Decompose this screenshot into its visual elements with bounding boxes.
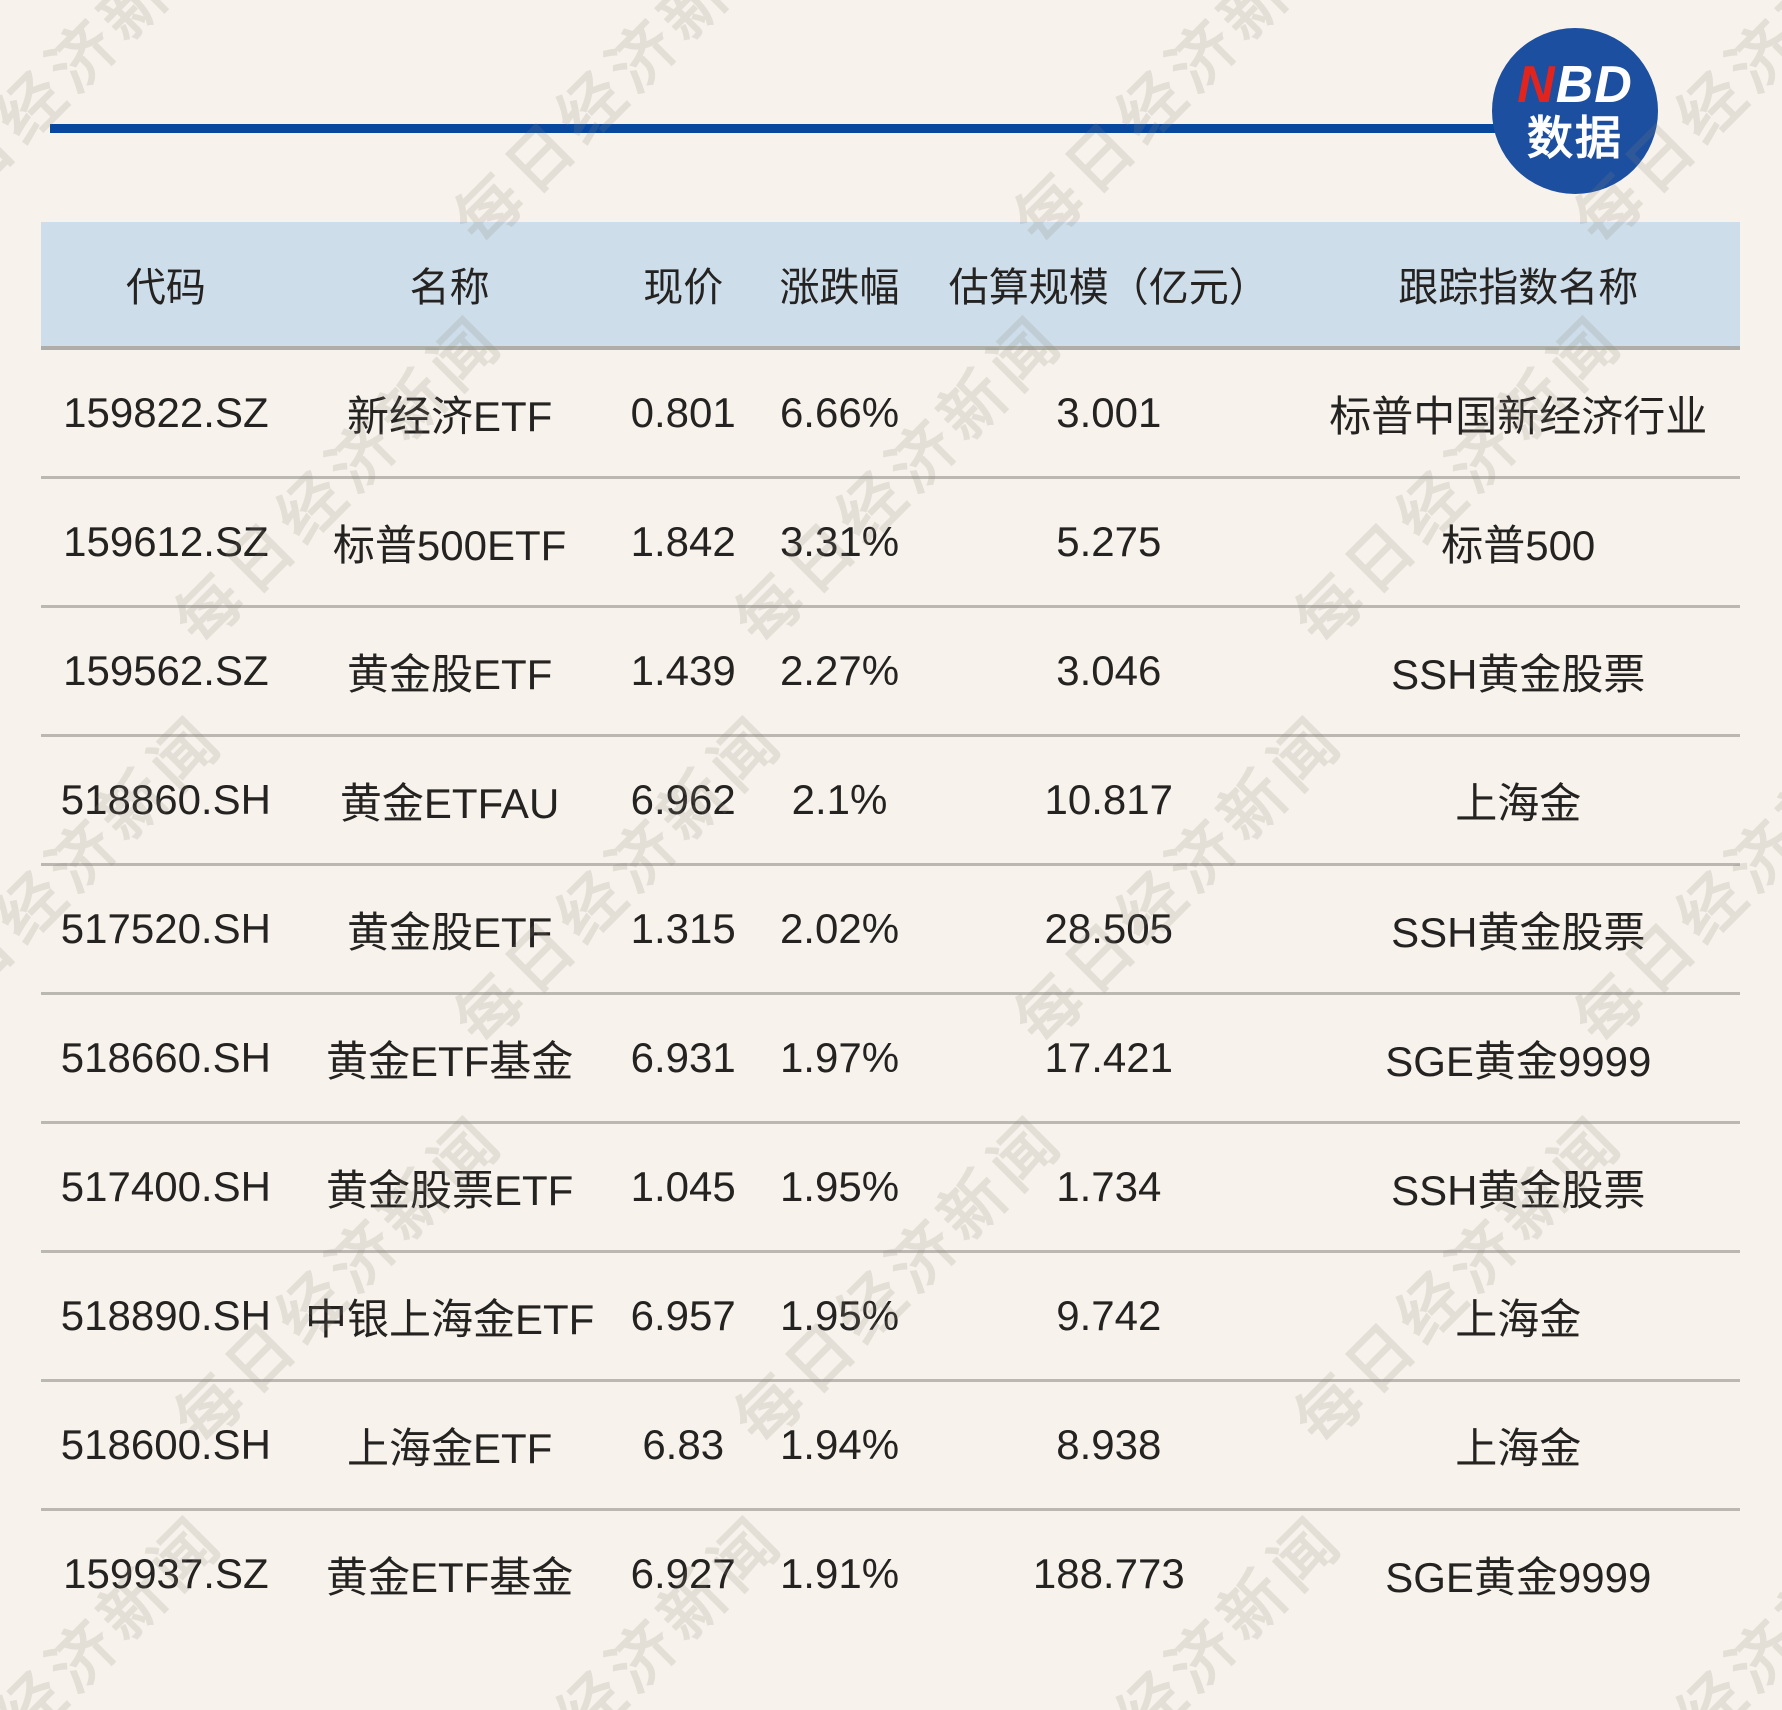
- cell-price: 0.801: [608, 348, 758, 479]
- cell-name: 新经济ETF: [290, 348, 609, 479]
- cell-code: 518660.SH: [41, 993, 291, 1124]
- cell-scale: 28.505: [921, 864, 1297, 995]
- cell-price: 1.439: [608, 606, 758, 737]
- cell-price: 1.045: [608, 1122, 758, 1253]
- cell-code: 517400.SH: [41, 1122, 291, 1253]
- cell-index: 上海金: [1296, 1251, 1740, 1382]
- cell-change: 2.1%: [757, 735, 922, 866]
- cell-name: 黄金ETF基金: [325, 1553, 574, 1601]
- cell-code: 159937.SZ: [63, 1550, 269, 1597]
- cell-price: 1.315: [608, 864, 758, 995]
- cell-name: 黄金ETF基金: [290, 993, 609, 1124]
- table-body: 159822.SZ 新经济ETF 0.801 6.66% 3.001 标普中国新…: [41, 348, 1740, 1637]
- cell-code: 159562.SZ: [41, 606, 291, 737]
- table-row: 518660.SH 黄金ETF基金 6.931 1.97% 17.421 SGE…: [41, 993, 1740, 1124]
- cell-scale: 188.773: [1032, 1550, 1185, 1597]
- cell-change: 1.91%: [779, 1550, 900, 1597]
- cell-index: SSH黄金股票: [1296, 606, 1740, 737]
- table-header-row: 代码 名称 现价 涨跌幅 估算规模（亿元） 跟踪指数名称: [41, 222, 1740, 350]
- cell-name: 黄金股票ETF: [290, 1122, 609, 1253]
- cell-change: 6.66%: [757, 348, 922, 479]
- cell-code: 518860.SH: [41, 735, 291, 866]
- nbd-logo-subtext: 数据: [1527, 112, 1623, 164]
- cell-price: 6.927: [630, 1550, 736, 1597]
- nbd-logo: NBD 数据: [1492, 28, 1658, 194]
- cell-scale: 5.275: [921, 477, 1297, 608]
- table-row: 517400.SH 黄金股票ETF 1.045 1.95% 1.734 SSH黄…: [41, 1122, 1740, 1253]
- cell-change: 3.31%: [757, 477, 922, 608]
- cell-change: 1.94%: [757, 1380, 922, 1511]
- table-row: 159937.SZ 黄金ETF基金 6.927 1.91% 188.773 SG…: [41, 1510, 1740, 1638]
- table-row: 518890.SH 中银上海金ETF 6.957 1.95% 9.742 上海金: [41, 1251, 1740, 1382]
- nbd-logo-bd: BD: [1555, 56, 1633, 115]
- cell-change: 2.02%: [757, 864, 922, 995]
- cell-code: 159822.SZ: [41, 348, 291, 479]
- col-header-code: 代码: [41, 222, 291, 350]
- cell-index: 标普500: [1296, 477, 1740, 608]
- table-row: 159562.SZ 黄金股ETF 1.439 2.27% 3.046 SSH黄金…: [41, 606, 1740, 737]
- cell-scale: 17.421: [921, 993, 1297, 1124]
- cell-code: 517520.SH: [41, 864, 291, 995]
- nbd-logo-n: N: [1517, 56, 1556, 115]
- cell-code: 159612.SZ: [41, 477, 291, 608]
- col-header-name: 名称: [290, 222, 609, 350]
- nbd-logo-text: NBD: [1517, 58, 1633, 113]
- cell-change: 1.95%: [757, 1122, 922, 1253]
- cell-index: SSH黄金股票: [1296, 864, 1740, 995]
- cell-scale: 1.734: [921, 1122, 1297, 1253]
- cell-index: SGE黄金9999: [1296, 993, 1740, 1124]
- cell-scale: 9.742: [921, 1251, 1297, 1382]
- cell-change: 2.27%: [757, 606, 922, 737]
- cell-scale: 3.046: [921, 606, 1297, 737]
- cell-name: 中银上海金ETF: [290, 1251, 609, 1382]
- col-header-change: 涨跌幅: [757, 222, 922, 350]
- cell-name: 上海金ETF: [290, 1380, 609, 1511]
- table-row: 517520.SH 黄金股ETF 1.315 2.02% 28.505 SSH黄…: [41, 864, 1740, 995]
- cell-name: 黄金ETFAU: [290, 735, 609, 866]
- cell-index: SGE黄金9999: [1385, 1553, 1652, 1601]
- table-row: 159822.SZ 新经济ETF 0.801 6.66% 3.001 标普中国新…: [41, 348, 1740, 479]
- cell-price: 6.931: [608, 993, 758, 1124]
- table-row: 159612.SZ 标普500ETF 1.842 3.31% 5.275 标普5…: [41, 477, 1740, 608]
- etf-table: 代码 名称 现价 涨跌幅 估算规模（亿元） 跟踪指数名称 159822.SZ 新…: [41, 222, 1740, 1637]
- cell-change: 1.95%: [757, 1251, 922, 1382]
- cell-name: 黄金股ETF: [290, 864, 609, 995]
- cell-price: 6.957: [608, 1251, 758, 1382]
- cell-code: 518600.SH: [41, 1380, 291, 1511]
- table-row: 518600.SH 上海金ETF 6.83 1.94% 8.938 上海金: [41, 1380, 1740, 1511]
- table-row: 518860.SH 黄金ETFAU 6.962 2.1% 10.817 上海金: [41, 735, 1740, 866]
- col-header-index: 跟踪指数名称: [1296, 222, 1740, 350]
- cell-index: 标普中国新经济行业: [1296, 348, 1740, 479]
- cell-scale: 3.001: [921, 348, 1297, 479]
- cell-price: 6.83: [608, 1380, 758, 1511]
- cell-price: 6.962: [608, 735, 758, 866]
- cell-index: 上海金: [1296, 735, 1740, 866]
- top-divider-rule: [50, 124, 1528, 133]
- cell-index: 上海金: [1296, 1380, 1740, 1511]
- cell-code: 518890.SH: [41, 1251, 291, 1382]
- col-header-price: 现价: [608, 222, 758, 350]
- cell-index: SSH黄金股票: [1296, 1122, 1740, 1253]
- cell-scale: 8.938: [921, 1380, 1297, 1511]
- cell-name: 黄金股ETF: [290, 606, 609, 737]
- cell-change: 1.97%: [757, 993, 922, 1124]
- cell-price: 1.842: [608, 477, 758, 608]
- cell-name: 标普500ETF: [290, 477, 609, 608]
- cell-scale: 10.817: [921, 735, 1297, 866]
- col-header-scale: 估算规模（亿元）: [921, 222, 1297, 350]
